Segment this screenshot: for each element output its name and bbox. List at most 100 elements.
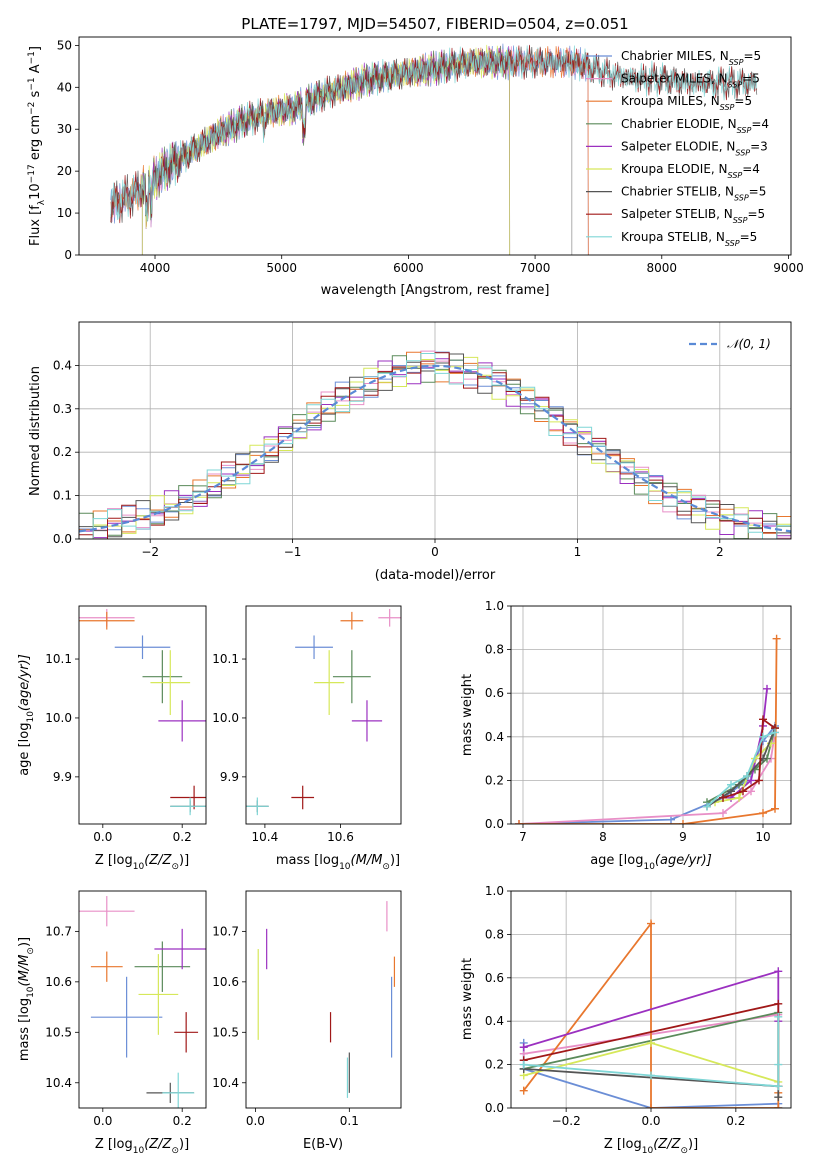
y-tick-label: 10 (57, 206, 72, 220)
x-axis-label: wavelength [Angstrom, rest frame] (321, 283, 550, 298)
panel-age-vs-Z: 0.0 0.2 9.9 10.0 10.1 Z [log10(Z/Z⊙)] age [log… (17, 605, 207, 872)
x-tick-label: 10 (755, 830, 770, 844)
plot-area (79, 608, 206, 816)
panel-residuals: −2 −1 0 1 2 0.0 0.1 0.2 0.3 0.4 𝒩(0, 1) (data-model… (28, 321, 792, 583)
series-marker (755, 776, 763, 785)
x-axis-label: Z [log10(Z/Z⊙)] (95, 853, 189, 872)
x-tick-label: 0.0 (93, 830, 112, 844)
histogram-step (79, 355, 791, 539)
axes-frame (78, 890, 207, 1109)
series-marker (519, 1060, 528, 1069)
legend-label: Salpeter ELODIE, NSSP=3 (621, 139, 768, 157)
axes-frame (245, 890, 402, 1109)
series-marker (772, 634, 781, 643)
y-tick-label: 9.9 (220, 770, 239, 784)
axes-frame (510, 890, 792, 1109)
y-tick-label: 0.4 (53, 358, 72, 372)
y-axis-label: mass [log10(M/M⊙)] (17, 937, 36, 1061)
panel-spectrum: 4000 5000 6000 7000 8000 9000 0 10 20 30 40 50 Chabr… (27, 36, 804, 298)
y-axis-label: mass weight (460, 958, 475, 1040)
series-marker (667, 815, 675, 824)
y-tick-label: 10.6 (45, 975, 72, 989)
y-tick-label: 0.4 (485, 1014, 504, 1028)
legend-label: Kroupa STELIB, NSSP=5 (621, 230, 757, 248)
x-tick-label: 10.4 (252, 830, 279, 844)
series-marker (747, 776, 755, 785)
axes-frame (510, 605, 792, 825)
y-tick-label: 9.9 (53, 770, 72, 784)
legend-label: Chabrier MILES, NSSP=5 (621, 49, 761, 67)
plot-area (511, 606, 791, 824)
x-axis-label: age [log10(age/yr)] (590, 853, 712, 872)
y-tick-label: 10.6 (212, 975, 239, 989)
y-tick-label: 10.1 (212, 652, 239, 666)
x-axis-label: Z [log10(Z/Z⊙)] (95, 1137, 189, 1156)
y-axis-label: age [log10(age/yr)] (17, 654, 36, 776)
y-tick-label: 0.2 (485, 773, 504, 787)
x-tick-label: 0.2 (173, 830, 192, 844)
x-tick-label: 2 (716, 545, 724, 559)
axes-frame (78, 605, 207, 825)
x-axis-label: E(B-V) (303, 1137, 343, 1152)
histogram-step (79, 353, 791, 539)
legend-label: Salpeter MILES, NSSP=5 (621, 72, 760, 90)
x-tick-label: 4000 (140, 261, 171, 275)
x-tick-label: 0.0 (641, 1114, 660, 1128)
y-tick-label: 10.5 (45, 1025, 72, 1039)
normal-curve (79, 364, 791, 533)
y-tick-label: 0.3 (53, 402, 72, 416)
series-marker (727, 780, 735, 789)
series-marker (743, 772, 751, 781)
y-tick-label: 0.0 (485, 1101, 504, 1115)
y-tick-label: 40 (57, 80, 72, 94)
y-tick-label: 1.0 (485, 599, 504, 613)
y-tick-label: 10.1 (45, 652, 72, 666)
x-tick-label: 0.0 (246, 1114, 265, 1128)
x-tick-label: 7000 (520, 261, 551, 275)
series-marker (719, 793, 727, 802)
series-marker (515, 820, 523, 824)
axes-frame (78, 321, 792, 540)
series-marker (774, 1060, 783, 1069)
x-tick-label: 0 (431, 545, 439, 559)
series-marker (719, 809, 727, 818)
series-marker (763, 684, 771, 693)
series-line (518, 725, 776, 824)
series-marker (735, 793, 743, 802)
series-marker (774, 967, 783, 976)
y-tick-label: 10.7 (212, 924, 239, 938)
x-axis-label: (data-model)/error (375, 568, 496, 583)
y-tick-label: 0.1 (53, 489, 72, 503)
y-tick-label: 30 (57, 122, 72, 136)
legend-label: Kroupa ELODIE, NSSP=4 (621, 162, 760, 180)
x-tick-label: 0.2 (726, 1114, 745, 1128)
legend-label: Chabrier STELIB, NSSP=5 (621, 185, 766, 203)
x-tick-label: 8000 (647, 261, 678, 275)
y-tick-label: 0 (64, 248, 72, 262)
spectrum-line (110, 45, 758, 222)
x-tick-label: 9000 (773, 261, 804, 275)
series-marker (771, 804, 779, 813)
series-line (522, 920, 780, 1108)
series-marker (759, 809, 767, 818)
legend-label: Salpeter STELIB, NSSP=5 (621, 207, 765, 225)
plot-area (79, 896, 206, 1108)
x-axis-label: Z [log10(Z/Z⊙)] (604, 1137, 698, 1156)
plot-area (257, 901, 396, 1098)
panel-mass-weight-vs-Z: −0.2 0.0 0.2 0.0 0.2 0.4 0.6 0.8 1.0 Z [log10(Z/Z… (460, 884, 792, 1156)
y-tick-label: 50 (57, 38, 72, 52)
x-tick-label: −1 (284, 545, 302, 559)
series-marker (774, 1082, 783, 1091)
plot-area (110, 43, 758, 255)
legend-label: Kroupa MILES, NSSP=5 (621, 94, 752, 112)
y-tick-label: 10.5 (212, 1025, 239, 1039)
series-marker (679, 820, 687, 824)
series-marker (647, 1071, 655, 1080)
plot-area (79, 322, 791, 539)
legend-label: Chabrier ELODIE, NSSP=4 (621, 117, 769, 135)
y-tick-label: 0.4 (485, 730, 504, 744)
y-tick-label: 20 (57, 164, 72, 178)
series-marker (519, 1086, 528, 1095)
x-tick-label: −2 (141, 545, 159, 559)
y-tick-label: 0.0 (53, 532, 72, 546)
